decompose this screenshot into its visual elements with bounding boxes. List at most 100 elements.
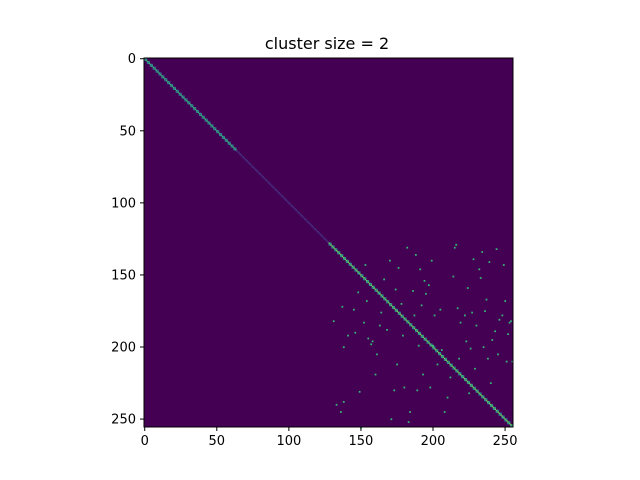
cluster-cell [201, 117, 204, 119]
cluster-cell [177, 89, 179, 92]
cluster-cell [510, 425, 512, 428]
diagonal-cell [158, 72, 161, 75]
offdiag-cell [511, 360, 514, 363]
offdiag-cell [371, 340, 374, 343]
diagonal-cell [387, 301, 390, 304]
diagonal-cell [262, 176, 264, 178]
diagonal-cell [472, 386, 475, 389]
cluster-cell [210, 125, 213, 128]
offdiag-cell [502, 264, 505, 266]
diagonal-cell [272, 186, 275, 189]
diagonal-cell [502, 416, 505, 419]
offdiag-cell [449, 376, 452, 379]
offdiag-cell [413, 314, 416, 317]
cluster-cell [414, 330, 417, 333]
diagonal-cell [466, 380, 469, 383]
diagonal-cell [318, 232, 321, 235]
x-tick-label: 50 [209, 434, 226, 449]
diagonal-cell [148, 62, 151, 65]
cluster-cell [391, 307, 394, 310]
offdiag-cell [347, 334, 349, 337]
diagonal-cell [181, 95, 184, 98]
cluster-cell [423, 339, 426, 341]
diagonal-cell [275, 189, 277, 191]
x-tick-label: 100 [276, 434, 301, 449]
diagonal-cell [184, 98, 187, 101]
offdiag-cell [495, 248, 498, 251]
diagonal-cell [412, 326, 414, 328]
diagonal-cell [442, 356, 445, 359]
cluster-cell [439, 352, 442, 354]
cluster-cell [217, 130, 220, 132]
cluster-cell [344, 256, 347, 259]
cluster-cell [432, 347, 435, 350]
cluster-cell [504, 419, 507, 422]
diagonal-cell [167, 81, 169, 83]
cluster-cell [208, 121, 211, 124]
offdiag-cell [335, 403, 338, 406]
cluster-cell [162, 75, 165, 78]
diagonal-cell [156, 70, 159, 73]
cluster-cell [193, 108, 195, 111]
diagonal-cell [244, 158, 247, 161]
offdiag-cell [505, 360, 508, 363]
cluster-cell [455, 370, 458, 373]
diagonal-cell [325, 239, 328, 242]
diagonal-cell [169, 83, 172, 86]
diagonal-cell [305, 219, 308, 222]
diagonal-cell [436, 350, 439, 353]
offdiag-cell [364, 264, 367, 266]
cluster-cell [200, 112, 202, 115]
diagonal-cell [378, 292, 381, 295]
diagonal-cell [433, 347, 436, 350]
offdiag-cell [342, 401, 345, 403]
cluster-cell [429, 344, 432, 347]
diagonal-cell [384, 298, 387, 301]
cluster-cell [365, 281, 368, 284]
diagonal-cell [358, 272, 361, 275]
cluster-cell [476, 389, 479, 392]
diagonal-cell [329, 243, 332, 246]
diagonal-cell [449, 363, 452, 366]
diagonal-cell [155, 69, 158, 72]
offdiag-cell [472, 258, 475, 261]
cluster-cell [213, 128, 215, 131]
offdiag-cell [412, 290, 414, 292]
diagonal-cell [328, 242, 331, 245]
cluster-cell [461, 376, 463, 379]
diagonal-cell [239, 153, 241, 155]
diagonal-cell [276, 190, 279, 193]
cluster-cell [197, 109, 200, 112]
diagonal-cell [256, 170, 259, 173]
diagonal-cell [390, 304, 393, 307]
diagonal-cell [316, 230, 319, 233]
cluster-cell [227, 143, 230, 145]
offdiag-cell [501, 314, 504, 317]
diagonal-cell [338, 252, 341, 255]
diagonal-cell [319, 233, 322, 236]
cluster-cell [463, 379, 466, 382]
diagonal-cell [364, 278, 367, 281]
diagonal-cell [443, 357, 446, 360]
diagonal-cell [249, 163, 251, 165]
diagonal-cell [394, 308, 397, 311]
cluster-cell [396, 308, 398, 311]
diagonal-cell [492, 406, 495, 409]
offdiag-cell [332, 320, 335, 323]
diagonal-cell [455, 369, 458, 372]
cluster-cell [224, 140, 227, 142]
diagonal-cell [146, 60, 149, 63]
diagonal-cell [453, 367, 456, 370]
cluster-cell [328, 243, 331, 246]
diagonal-cell [314, 228, 316, 230]
diagonal-cell [376, 290, 378, 292]
diagonal-cell [172, 86, 175, 89]
diagonal-cell [278, 192, 280, 194]
cluster-cell [502, 415, 505, 418]
diagonal-cell [507, 421, 509, 423]
diagonal-cell [488, 402, 491, 405]
diagonal-cell [295, 209, 298, 212]
diagonal-cell [260, 174, 263, 177]
offdiag-cell [452, 275, 455, 278]
cluster-cell [474, 386, 476, 389]
